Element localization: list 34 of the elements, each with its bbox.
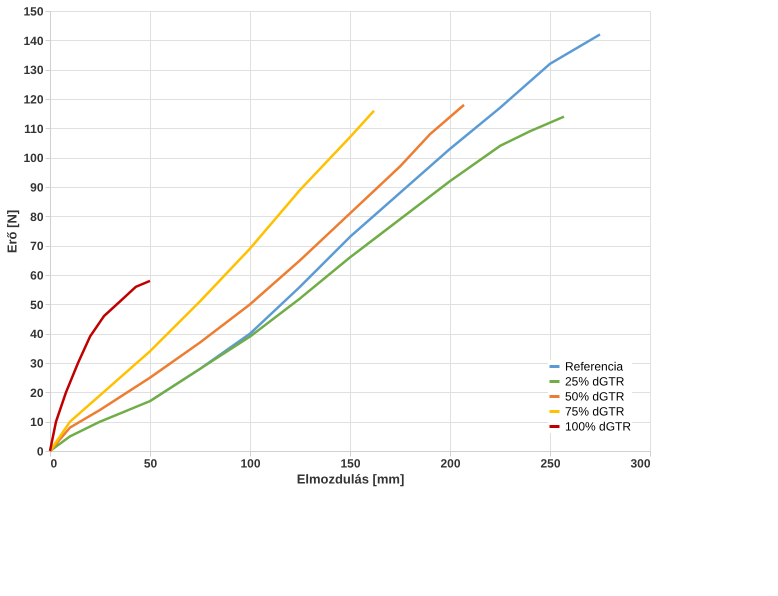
legend-label: 100% dGTR <box>565 420 632 434</box>
y-tick-label: 50 <box>30 298 44 312</box>
x-tick-label: 50 <box>144 456 158 470</box>
x-tick-label: 250 <box>540 456 561 470</box>
legend-label: 50% dGTR <box>565 390 625 404</box>
y-tick-label: 80 <box>30 210 44 224</box>
legend-label: 25% dGTR <box>565 374 625 388</box>
line-series <box>48 104 466 452</box>
y-tick-label: 40 <box>30 327 44 342</box>
y-tick-label: 130 <box>23 63 44 78</box>
y-tick-label: 0 <box>36 444 44 458</box>
x-axis-title: Elmozdulás [mm] <box>296 472 404 486</box>
x-tick-label: 200 <box>440 456 461 470</box>
x-tick-label: 150 <box>340 456 361 470</box>
y-axis-title: Erő [N] <box>4 210 20 254</box>
y-tick-label: 150 <box>23 4 44 18</box>
y-tick-label: 60 <box>30 268 44 282</box>
y-tick-label: 70 <box>30 239 44 254</box>
y-tick-label: 120 <box>23 92 44 106</box>
line-series <box>48 109 376 452</box>
y-tick-label: 20 <box>30 386 44 400</box>
legend-label: Referencia <box>565 360 624 374</box>
y-tick-label: 10 <box>30 415 44 430</box>
x-tick-label: 100 <box>240 456 261 470</box>
y-tick-label: 100 <box>23 151 44 166</box>
x-tick-label: 0 <box>50 456 58 470</box>
x-tick-label: 300 <box>630 456 651 470</box>
line-series <box>48 280 152 452</box>
y-tick-label: 30 <box>30 356 44 370</box>
line-series <box>48 115 566 452</box>
y-tick-label: 90 <box>30 180 44 194</box>
y-tick-label: 140 <box>23 34 44 48</box>
legend-label: 75% dGTR <box>565 404 625 418</box>
y-tick-label: 110 <box>24 122 44 136</box>
